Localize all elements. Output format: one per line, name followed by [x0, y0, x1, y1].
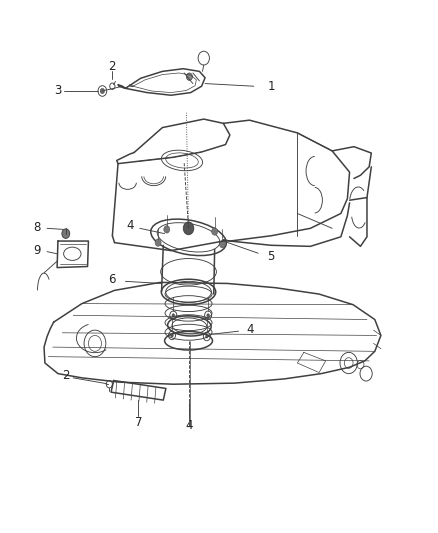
Text: 8: 8: [33, 221, 41, 234]
Text: 4: 4: [247, 322, 254, 336]
Circle shape: [186, 73, 192, 80]
Circle shape: [207, 314, 209, 317]
Text: 2: 2: [109, 60, 116, 72]
Text: 2: 2: [62, 369, 70, 382]
Circle shape: [171, 334, 173, 337]
Text: 4: 4: [186, 419, 193, 432]
Circle shape: [155, 239, 161, 246]
Text: 5: 5: [268, 251, 275, 263]
Text: 3: 3: [54, 85, 62, 98]
Text: 6: 6: [109, 273, 116, 286]
Circle shape: [205, 335, 208, 338]
Text: 9: 9: [33, 244, 41, 257]
Circle shape: [172, 314, 175, 317]
Text: 4: 4: [126, 219, 134, 232]
Circle shape: [184, 222, 194, 235]
Text: 7: 7: [135, 416, 142, 430]
Circle shape: [62, 229, 70, 238]
Circle shape: [219, 240, 226, 248]
Circle shape: [212, 228, 218, 235]
Text: 1: 1: [268, 80, 275, 93]
Circle shape: [164, 225, 170, 233]
Circle shape: [100, 88, 105, 94]
